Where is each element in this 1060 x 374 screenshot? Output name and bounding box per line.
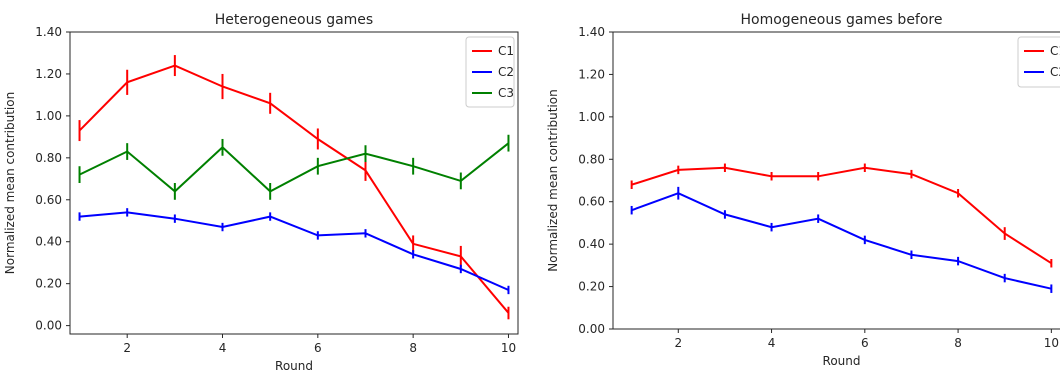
legend-label: C3 <box>498 86 514 100</box>
x-tick-label: 6 <box>314 341 322 355</box>
y-tick-label: 0.60 <box>35 193 62 207</box>
y-tick-label: 0.00 <box>35 319 62 333</box>
y-tick-label: 0.60 <box>578 195 605 209</box>
x-tick-label: 8 <box>954 336 962 350</box>
y-tick-label: 0.80 <box>35 151 62 165</box>
series-line-C2 <box>79 211 509 291</box>
legend: C1 C2 C3 <box>465 36 515 108</box>
series-line-C2 <box>631 192 1052 290</box>
x-tick-label: 8 <box>409 341 417 355</box>
legend-box <box>1017 36 1060 88</box>
series-C1 <box>78 55 510 320</box>
chart-title: Heterogeneous games <box>215 12 373 28</box>
y-tick-label: 1.40 <box>578 25 605 39</box>
x-tick-label: 2 <box>123 341 131 355</box>
chart-panel-2: Homogeneous games before Round Normalized … <box>546 12 1060 368</box>
x-tick-label: 6 <box>861 336 869 350</box>
legend-label: C2 <box>498 65 514 79</box>
x-tick-label: 10 <box>1044 336 1059 350</box>
y-tick-label: 1.20 <box>578 67 605 81</box>
x-tick-label: 10 <box>501 341 516 355</box>
x-tick-label: 4 <box>219 341 227 355</box>
series-C2 <box>630 186 1053 293</box>
x-axis-label: Round <box>275 359 313 373</box>
y-axis-label: Normalized mean contribution <box>3 92 17 274</box>
legend-label: C1 <box>1050 44 1060 58</box>
y-axis-label: Normalized mean contribution <box>546 89 560 271</box>
x-axis-label: Round <box>823 354 861 368</box>
series-C3 <box>78 134 510 200</box>
plot-frame <box>69 31 519 335</box>
chart-panel-1: Heterogeneous games Round Normalized mean … <box>3 12 519 373</box>
series-line-C1 <box>631 166 1052 265</box>
y-tick-label: 1.00 <box>35 109 62 123</box>
legend: C1 C2 <box>1017 36 1060 88</box>
plot-frame <box>612 31 1060 330</box>
legend-label: C1 <box>498 44 514 58</box>
y-tick-label: 1.40 <box>35 25 62 39</box>
chart-title: Homogeneous games before <box>741 12 943 28</box>
y-tick-label: 0.40 <box>35 235 62 249</box>
y-tick-label: 0.00 <box>578 322 605 336</box>
series-C1 <box>630 163 1053 268</box>
y-tick-label: 1.20 <box>35 67 62 81</box>
series-C2 <box>78 208 510 295</box>
series-line-C3 <box>79 142 510 193</box>
x-tick-label: 4 <box>768 336 776 350</box>
y-tick-label: 1.00 <box>578 110 605 124</box>
y-tick-label: 0.20 <box>578 280 605 294</box>
y-tick-label: 0.80 <box>578 152 605 166</box>
legend-label: C2 <box>1050 65 1060 79</box>
x-tick-label: 2 <box>674 336 682 350</box>
series-line-C1 <box>78 64 510 314</box>
y-tick-label: 0.40 <box>578 237 605 251</box>
y-tick-label: 0.20 <box>35 277 62 291</box>
